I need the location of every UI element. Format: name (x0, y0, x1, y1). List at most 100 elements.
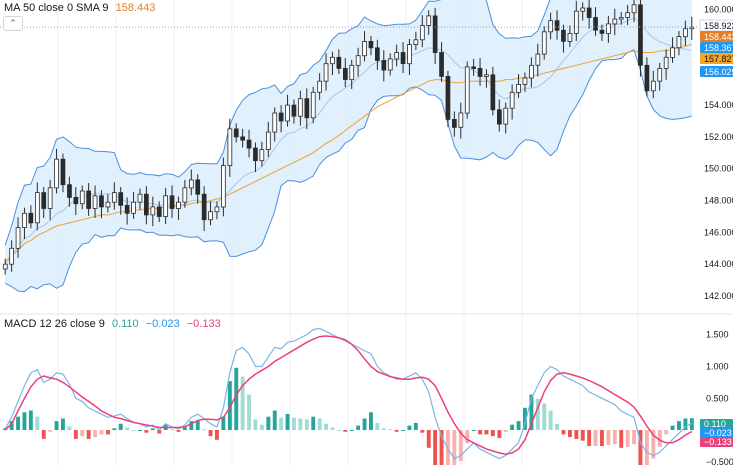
candle-body (9, 247, 14, 265)
candle-body (477, 68, 483, 77)
macd-histogram-bar (170, 429, 174, 431)
candle-body (176, 201, 181, 209)
candle-body (169, 195, 175, 209)
collapse-legend-button[interactable]: ⌃ (3, 16, 23, 31)
macd-indicator-legend[interactable]: MACD 12 26 close 9 0.110 −0.023 −0.133 (4, 318, 225, 330)
macd-histogram-bar (73, 430, 78, 439)
candle-body (496, 109, 502, 125)
macd-histogram-bar (292, 417, 296, 431)
macd-histogram-bar (253, 419, 258, 431)
macd-histogram-bar (176, 430, 181, 432)
macd-histogram-bar (439, 430, 444, 465)
candle-body (612, 18, 618, 25)
candle-body (381, 60, 387, 71)
price-axis-tick: 154.000 (704, 100, 733, 110)
candle-body (201, 193, 207, 221)
candle-body (593, 17, 598, 31)
price-axis-tick: 152.000 (704, 132, 733, 142)
macd-histogram-bar (619, 430, 624, 448)
candle-body (631, 4, 637, 14)
macd-histogram-bar (221, 416, 226, 430)
macd-tag-badge (700, 428, 733, 438)
macd-histogram-bar (298, 418, 303, 431)
candle-body (297, 98, 303, 117)
macd-histogram-bar (157, 430, 162, 434)
macd-histogram-bar (324, 423, 328, 430)
macd-histogram-bar (503, 430, 508, 432)
macd-histogram-bar (208, 430, 213, 437)
candle-body (272, 112, 278, 133)
macd-histogram (3, 367, 694, 465)
macd-histogram-bar (61, 418, 65, 431)
macd-histogram-bar (54, 421, 59, 430)
candle-body (214, 206, 220, 213)
macd-histogram-bar (150, 428, 155, 431)
candle-body (407, 44, 412, 65)
macd-legend-signal-value: −0.023 (145, 318, 180, 330)
macd-legend-label: MACD 12 26 close 9 (4, 318, 105, 330)
price-axis-tick: 142.000 (704, 291, 733, 301)
candle-body (580, 7, 586, 12)
candle-body (323, 63, 329, 82)
macd-histogram-bar (144, 430, 149, 433)
macd-histogram-bar (625, 430, 630, 447)
candle-body (567, 33, 573, 42)
macd-histogram-bar (516, 421, 521, 430)
macd-histogram-bar (86, 430, 91, 439)
candle-body (137, 193, 143, 203)
candle-body (355, 55, 361, 66)
candle-body (124, 204, 130, 214)
macd-histogram-bar (106, 430, 110, 435)
candle-body (291, 104, 297, 117)
macd-histogram-bar (375, 422, 380, 430)
price-tag-badge (700, 42, 733, 53)
macd-histogram-bar (388, 429, 393, 431)
macd-histogram-bar (478, 430, 482, 435)
macd-histogram-bar (670, 425, 675, 430)
candle-body (86, 190, 91, 209)
macd-histogram-bar (48, 430, 53, 432)
candle-body (529, 64, 534, 79)
macd-histogram-bar (677, 421, 681, 430)
macd-histogram-bar (131, 430, 136, 431)
candle-body (503, 107, 509, 125)
candle-body (278, 112, 284, 122)
candle-body (41, 192, 47, 209)
candle-body (285, 104, 290, 122)
macd-legend-macd-value: 0.110 (111, 318, 139, 330)
candle-body (317, 80, 323, 93)
price-axis-tick: 150.000 (704, 164, 733, 174)
price-indicator-legend[interactable]: MA 50 close 0 SMA 9 158.443 (4, 2, 159, 14)
macd-histogram-bar (490, 430, 495, 437)
macd-axis-tick: −0.500 (706, 457, 733, 465)
macd-histogram-bar (510, 424, 515, 430)
candle-body (394, 52, 400, 60)
candle-body (227, 128, 233, 166)
candle-body (663, 56, 669, 69)
macd-signal-line (4, 335, 693, 455)
macd-histogram-bar (574, 430, 579, 439)
candle-body (28, 212, 34, 224)
candle-body (253, 147, 258, 162)
macd-histogram-bar (407, 425, 412, 430)
macd-histogram-bar (311, 416, 316, 430)
macd-histogram-bar (568, 430, 572, 438)
macd-histogram-bar (689, 418, 694, 430)
macd-histogram-bar (426, 430, 431, 448)
price-tag-label: 158.923 (704, 21, 733, 31)
macd-histogram-bar (67, 426, 72, 431)
macd-histogram-bar (215, 430, 219, 440)
candle-body (535, 53, 541, 66)
macd-histogram-bar (80, 430, 85, 437)
macd-histogram-bar (484, 430, 489, 435)
bollinger-band-fill (5, 0, 692, 292)
candle-body (426, 15, 432, 26)
candle-body (15, 227, 21, 249)
candle-body (2, 263, 8, 270)
macd-histogram-bar (369, 412, 373, 430)
candle-body (182, 187, 188, 203)
price-tag-label: 157.827 (704, 54, 733, 64)
macd-histogram-bar (465, 430, 470, 444)
candlestick-series (2, 0, 695, 275)
